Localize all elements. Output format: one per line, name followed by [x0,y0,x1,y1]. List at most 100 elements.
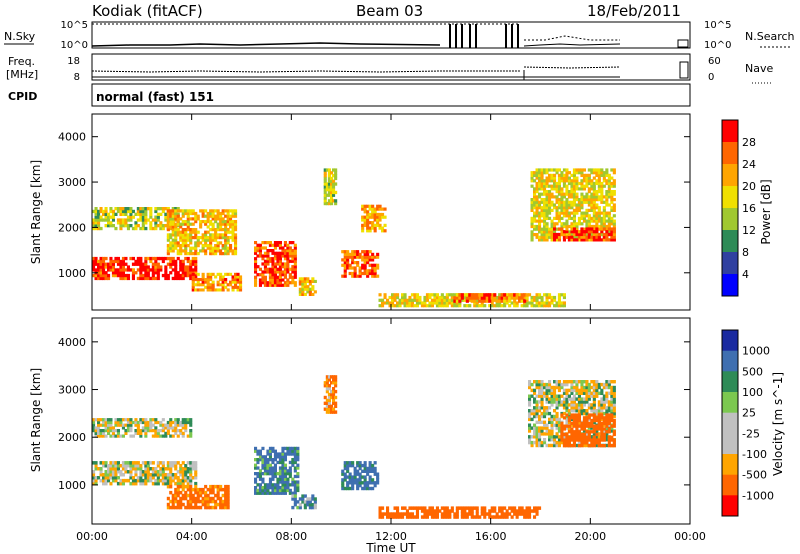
heatmap-cell [587,435,591,439]
heatmap-cell [600,416,604,420]
heatmap-cell [423,301,427,305]
heatmap-cell [166,420,170,425]
heatmap-cell [376,266,380,270]
heatmap-cell [334,190,338,195]
heatmap-cell [261,466,265,470]
heatmap-cell [548,195,552,199]
heatmap-cell [334,381,338,385]
heatmap-cell [176,220,180,224]
heatmap-cell [602,429,606,433]
heatmap-cell [306,277,310,281]
heatmap-cell [124,461,128,465]
heatmap-cell [582,227,586,231]
heatmap-cell [585,195,589,199]
heatmap-cell [258,251,262,255]
heatmap-cell [189,273,193,278]
heatmap-cell [323,179,327,183]
heatmap-cell [194,233,198,237]
heatmap-cell [562,441,566,445]
heatmap-cell [139,481,143,486]
colorbar-swatch [722,252,738,275]
heatmap-cell [490,509,494,513]
heatmap-cell [610,438,614,442]
heatmap-cell [276,257,280,261]
heatmap-cell [171,464,175,468]
heatmap-cell [334,199,338,203]
heatmap-cell [543,206,547,210]
heatmap-cell [216,225,220,229]
heatmap-cell [607,238,611,242]
heatmap-cell [94,426,98,430]
heatmap-cell [398,512,402,516]
heatmap-cell [278,466,282,470]
heatmap-cell [179,273,183,278]
heatmap-cell [258,452,262,456]
heatmap-cell [97,259,101,264]
heatmap-cell [266,267,270,271]
heatmap-cell [121,467,125,471]
heatmap-cell [363,269,367,273]
heatmap-cell [550,420,554,424]
heatmap-cell [580,421,584,425]
heatmap-cell [341,469,345,473]
heatmap-cell [438,301,442,305]
heatmap-cell [268,273,272,277]
heatmap-cell [582,424,586,428]
heatmap-cell [371,252,375,256]
heatmap-cell [211,484,215,489]
heatmap-cell [540,187,544,191]
heatmap-cell [473,296,477,300]
heatmap-cell [114,259,118,264]
heatmap-cell [543,181,547,186]
heatmap-cell [587,406,591,410]
heatmap-cell [565,413,569,417]
heatmap-cell [396,506,400,510]
heatmap-cell [196,280,200,284]
heatmap-cell [94,478,98,483]
heatmap-cell [194,502,198,507]
heatmap-cell [263,278,267,282]
heatmap-cell [528,411,532,416]
heatmap-cell [171,211,175,216]
heatmap-cell [97,426,101,430]
heatmap-cell [211,211,215,216]
heatmap-cell [166,473,170,477]
heatmap-cell [296,488,300,493]
heatmap-cell [418,295,422,300]
heatmap-cell [582,403,586,407]
heatmap-cell [548,443,552,448]
heatmap-cell [465,515,469,519]
heatmap-cell [605,179,609,183]
heatmap-cell [538,219,542,223]
heatmap-cell [538,171,542,175]
heatmap-cell [403,506,407,510]
heatmap-cell [408,298,412,302]
heatmap-cell [595,427,599,431]
heatmap-cell [605,190,609,194]
heatmap-cell [146,470,150,474]
heatmap-cell [533,400,537,404]
y-tick-label: 2000 [58,221,86,234]
heatmap-cell [543,168,547,172]
heatmap-cell [189,420,193,425]
heatmap-cell [582,391,586,395]
heatmap-cell [538,391,542,395]
heatmap-cell [216,272,220,276]
heatmap-patch [553,227,616,242]
heatmap-cell [535,219,539,223]
heatmap-cell [271,477,275,481]
heatmap-cell [557,380,561,384]
heatmap-cell [126,461,130,465]
heatmap-cell [293,249,297,253]
heatmap-cell [254,246,258,250]
heatmap-cell [146,218,150,222]
heatmap-cell [415,512,419,516]
heatmap-cell [565,190,569,194]
heatmap-cell [273,466,277,470]
heatmap-cell [500,299,504,303]
heatmap-cell [553,181,557,186]
heatmap-cell [567,435,571,439]
heatmap-cell [545,200,549,204]
heatmap-cell [388,515,392,519]
heatmap-cell [597,441,601,445]
